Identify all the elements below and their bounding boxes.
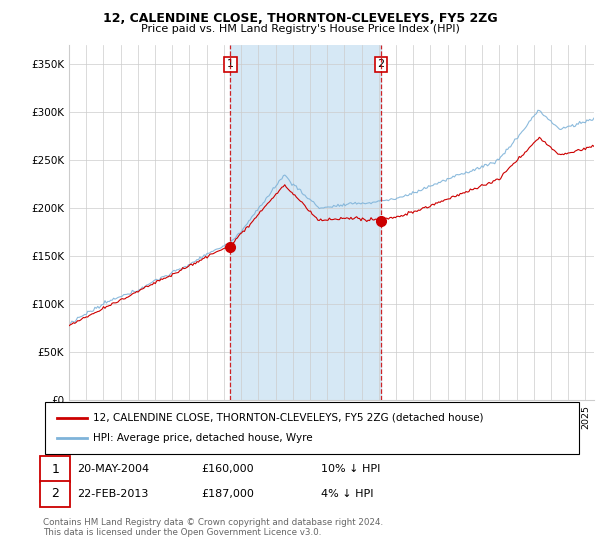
Text: £160,000: £160,000: [201, 464, 254, 474]
Text: 20-MAY-2004: 20-MAY-2004: [77, 464, 149, 474]
Text: 2: 2: [377, 59, 385, 69]
Text: 22-FEB-2013: 22-FEB-2013: [77, 489, 148, 499]
Text: Price paid vs. HM Land Registry's House Price Index (HPI): Price paid vs. HM Land Registry's House …: [140, 24, 460, 34]
Text: 12, CALENDINE CLOSE, THORNTON-CLEVELEYS, FY5 2ZG (detached house): 12, CALENDINE CLOSE, THORNTON-CLEVELEYS,…: [93, 413, 484, 423]
Bar: [230, 45, 381, 400]
Text: 12, CALENDINE CLOSE, THORNTON-CLEVELEYS, FY5 2ZG: 12, CALENDINE CLOSE, THORNTON-CLEVELEYS,…: [103, 12, 497, 25]
Text: 10% ↓ HPI: 10% ↓ HPI: [321, 464, 380, 474]
Text: £187,000: £187,000: [201, 489, 254, 499]
Text: 1: 1: [227, 59, 234, 69]
Text: 4% ↓ HPI: 4% ↓ HPI: [321, 489, 373, 499]
Text: HPI: Average price, detached house, Wyre: HPI: Average price, detached house, Wyre: [93, 433, 313, 443]
Text: Contains HM Land Registry data © Crown copyright and database right 2024.
This d: Contains HM Land Registry data © Crown c…: [43, 518, 383, 538]
Text: 2: 2: [51, 487, 59, 501]
Text: 1: 1: [51, 463, 59, 476]
